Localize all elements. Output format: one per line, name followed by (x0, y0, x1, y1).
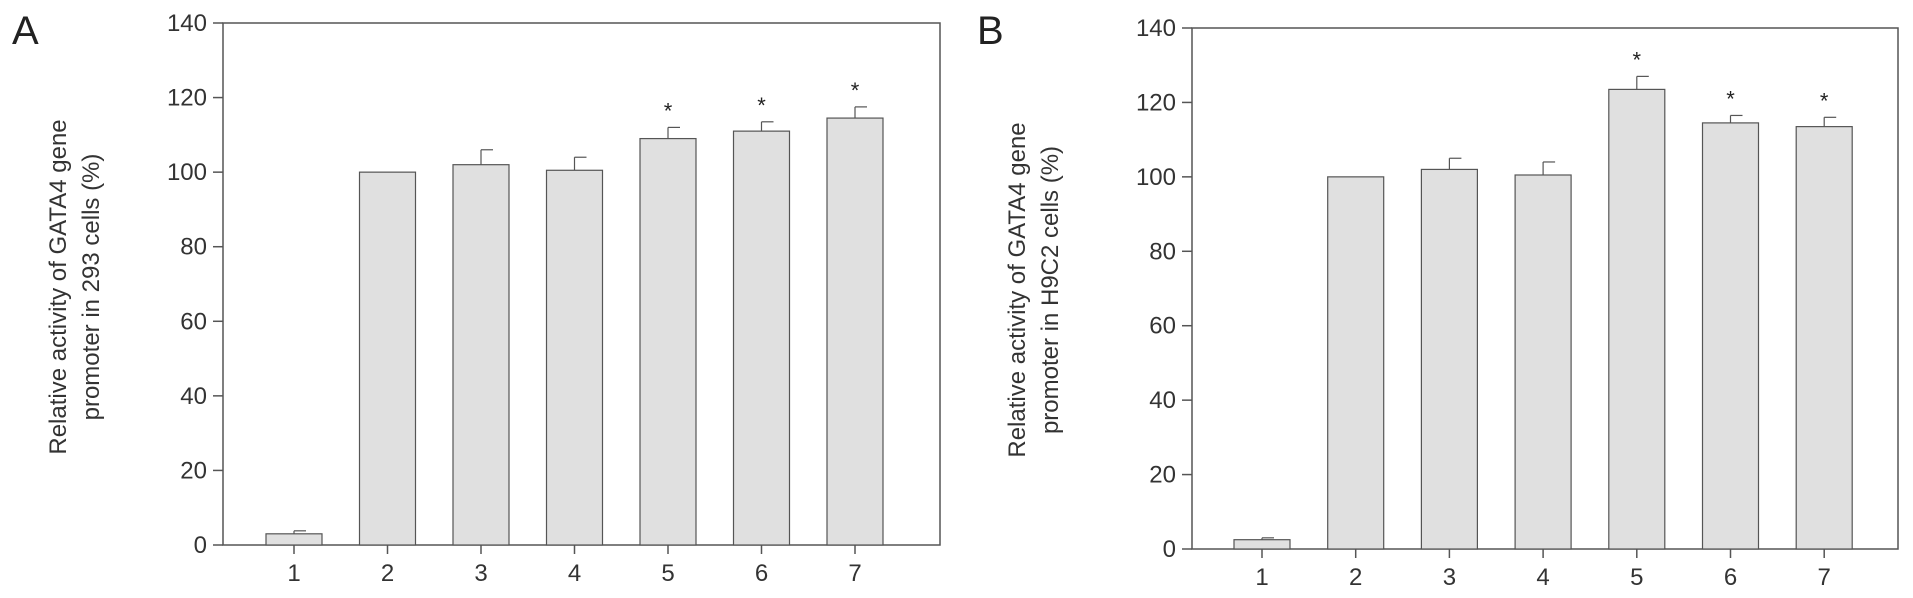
panel-a: A Relative activity of GATA4 gene promot… (12, 9, 941, 587)
y-axis-label-line-1: Relative activity of GATA4 gene (45, 119, 72, 454)
significance-mark: * (851, 78, 860, 103)
bar (1233, 539, 1291, 550)
y-tick-label: 100 (1136, 164, 1176, 191)
y-axis-label-line-2: promoter in 293 cells (%) (78, 154, 105, 421)
x-tick-label: 7 (1818, 564, 1831, 591)
bar (1514, 174, 1572, 550)
significance-mark: * (1633, 47, 1642, 72)
bar (1701, 122, 1760, 550)
bar (1327, 176, 1385, 550)
y-tick-label: 120 (1136, 89, 1176, 116)
significance-mark: * (757, 93, 766, 118)
y-tick-label: 20 (180, 457, 207, 484)
y-tick-label: 60 (1149, 313, 1176, 340)
x-tick-label: 7 (848, 560, 861, 587)
significance-mark: * (664, 98, 673, 123)
significance-mark: * (1726, 86, 1735, 111)
bar (732, 130, 791, 546)
y-tick-label: 140 (1136, 15, 1176, 42)
x-tick-label: 3 (1443, 564, 1456, 591)
bar (265, 533, 323, 546)
y-axis-label-line-1: Relative activity of GATA4 gene (1004, 122, 1031, 457)
y-tick-label: 140 (167, 10, 207, 37)
bar (452, 164, 510, 546)
y-tick-label: 80 (1149, 238, 1176, 265)
x-tick-label: 4 (568, 560, 581, 587)
y-tick-label: 40 (1149, 387, 1176, 414)
bar (1795, 126, 1853, 550)
y-tick-label: 80 (180, 234, 207, 261)
x-tick-label: 5 (661, 560, 674, 587)
x-tick-label: 5 (1630, 564, 1643, 591)
bar (358, 171, 417, 546)
y-tick-label: 0 (1163, 536, 1176, 563)
panel-letter-a: A (12, 9, 39, 53)
y-tick-label: 120 (167, 85, 207, 112)
x-tick-label: 4 (1536, 564, 1549, 591)
panel-letter-b: B (977, 9, 1004, 53)
x-tick-label: 1 (287, 560, 300, 587)
y-tick-label: 60 (180, 308, 207, 335)
y-tick-label: 100 (167, 159, 207, 186)
y-axis-label-line-2: promoter in H9C2 cells (%) (1037, 146, 1064, 434)
x-tick-label: 2 (381, 560, 394, 587)
x-tick-label: 6 (755, 560, 768, 587)
y-tick-label: 40 (180, 383, 207, 410)
bar (639, 137, 697, 546)
bar (1420, 168, 1479, 550)
y-tick-label: 0 (194, 532, 207, 559)
x-tick-label: 1 (1255, 564, 1268, 591)
y-tick-label: 20 (1149, 462, 1176, 489)
panel-b: B Relative activity of GATA4 gene promot… (977, 9, 1899, 591)
x-tick-label: 3 (474, 560, 487, 587)
x-tick-label: 2 (1349, 564, 1362, 591)
x-tick-label: 6 (1724, 564, 1737, 591)
bar (545, 169, 604, 546)
bar-marks: 0 20 40 60 80 100 120 140 1 2 3 4 5 * 6 * 7 * (1136, 15, 1853, 591)
bar (826, 117, 884, 546)
significance-mark: * (1820, 88, 1829, 113)
bar (1608, 88, 1666, 550)
bar-marks: 0 20 40 60 80 100 120 140 1 2 3 4 5 * 6 * 7 * (167, 10, 884, 587)
